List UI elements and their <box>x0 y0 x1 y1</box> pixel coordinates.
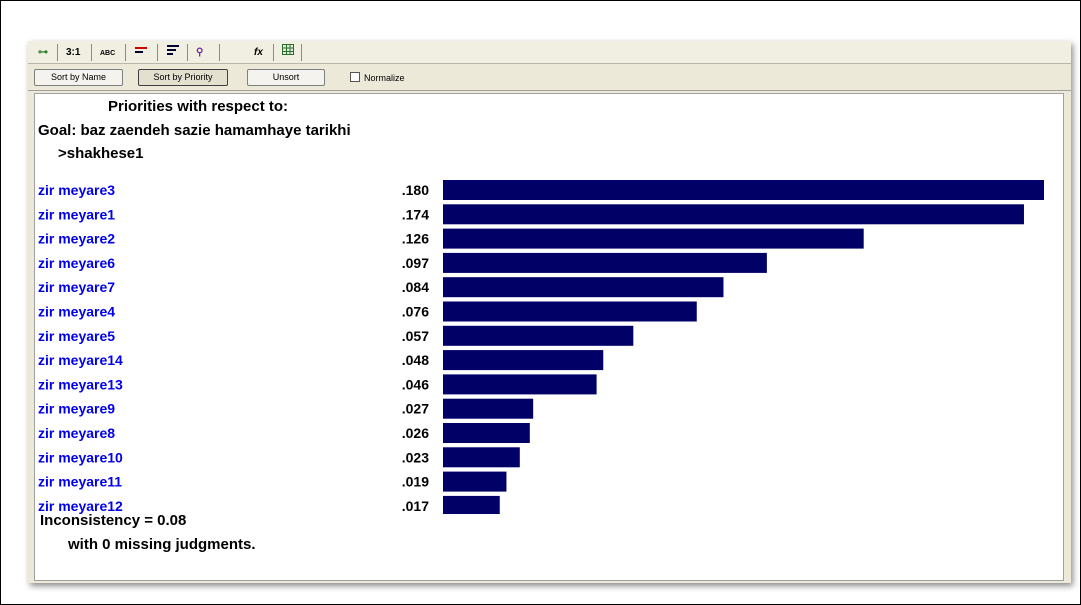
value-label: .057 <box>402 328 429 344</box>
value-label: .023 <box>402 449 429 465</box>
bar-chart-icon <box>166 44 180 62</box>
graphical-icon <box>134 44 148 61</box>
priority-bar <box>443 228 864 249</box>
tab-formula[interactable]: fx <box>248 44 274 61</box>
value-label: .027 <box>402 401 429 417</box>
category-label: zir meyare2 <box>38 231 115 247</box>
sort-by-priority-button[interactable]: Sort by Priority <box>138 69 228 86</box>
priorities-window: ⊶ 3:1 ABC ⚲ fx <box>28 41 1071 583</box>
tab-label: 3:1 <box>66 47 81 58</box>
tab-priorities[interactable] <box>160 44 188 61</box>
tree-icon: ⚲ <box>196 47 204 58</box>
value-label: .046 <box>402 376 429 392</box>
inconsistency-ratio: Inconsistency = 0.08 <box>40 512 187 529</box>
value-label: .048 <box>402 352 429 368</box>
priority-bar <box>443 301 697 322</box>
value-label: .076 <box>402 304 429 320</box>
priorities-panel: Priorities with respect to: Goal: baz za… <box>34 93 1064 581</box>
priority-bar <box>443 423 530 443</box>
tab-sensitivity[interactable]: ⚲ <box>190 44 220 61</box>
value-label: .126 <box>402 231 429 247</box>
value-label: .017 <box>402 498 429 514</box>
category-label: zir meyare7 <box>38 279 115 295</box>
checkbox-box[interactable] <box>350 72 360 82</box>
priority-bar <box>443 398 534 419</box>
category-label: zir meyare8 <box>38 425 115 441</box>
priorities-heading: Priorities with respect to: <box>108 98 289 115</box>
priority-bar <box>443 252 767 273</box>
category-label: zir meyare1 <box>38 206 115 222</box>
value-label: .097 <box>402 255 429 271</box>
priority-bar <box>443 447 520 468</box>
tab-pairwise-numeric[interactable]: 3:1 <box>60 44 92 61</box>
value-label: .026 <box>402 425 429 441</box>
tab-graphical[interactable] <box>128 44 158 61</box>
category-label: zir meyare6 <box>38 255 115 271</box>
tab-label: fx <box>254 47 263 58</box>
category-label: zir meyare11 <box>38 474 122 490</box>
hierarchy-icon: ⊶ <box>38 47 48 58</box>
missing-judgments: with 0 missing judgments. <box>68 536 256 553</box>
tab-label: ABC <box>100 50 116 57</box>
sort-toolbar: Sort by Name Sort by Priority Unsort Nor… <box>28 64 1071 91</box>
value-label: .084 <box>402 279 429 295</box>
category-label: zir meyare4 <box>38 304 115 320</box>
grid-icon <box>282 44 294 61</box>
priority-bar <box>443 495 500 514</box>
category-label: zir meyare14 <box>38 352 123 368</box>
category-label: zir meyare12 <box>38 498 123 514</box>
category-label: zir meyare13 <box>38 376 123 392</box>
tab-table[interactable] <box>276 44 302 61</box>
priority-bar <box>443 471 507 492</box>
normalize-label: Normalize <box>364 73 405 83</box>
tab-verbal[interactable]: ABC <box>94 44 126 61</box>
priority-bar <box>443 277 724 298</box>
view-tab-bar: ⊶ 3:1 ABC ⚲ fx <box>28 41 1071 64</box>
priority-bar <box>443 180 1044 200</box>
goal-label: Goal: baz zaendeh sazie hamamhaye tarikh… <box>38 122 351 139</box>
priority-bar <box>443 325 634 346</box>
value-label: .019 <box>402 474 429 490</box>
normalize-checkbox[interactable]: Normalize <box>350 72 405 83</box>
sort-by-name-button[interactable]: Sort by Name <box>34 69 123 86</box>
criterion-path: >shakhese1 <box>58 145 144 162</box>
category-label: zir meyare5 <box>38 328 115 344</box>
category-label: zir meyare3 <box>38 182 115 198</box>
priority-bar <box>443 374 597 395</box>
value-label: .174 <box>402 206 429 222</box>
priority-bar-chart: zir meyare3 .180 zir meyare1 .174 zir meyare… <box>38 180 1044 514</box>
value-label: .180 <box>402 182 429 198</box>
unsort-button[interactable]: Unsort <box>247 69 325 86</box>
tab-hierarchy[interactable]: ⊶ <box>32 44 58 61</box>
category-label: zir meyare9 <box>38 401 115 417</box>
priority-bar <box>443 350 604 371</box>
category-label: zir meyare10 <box>38 449 123 465</box>
priority-bar <box>443 204 1024 225</box>
